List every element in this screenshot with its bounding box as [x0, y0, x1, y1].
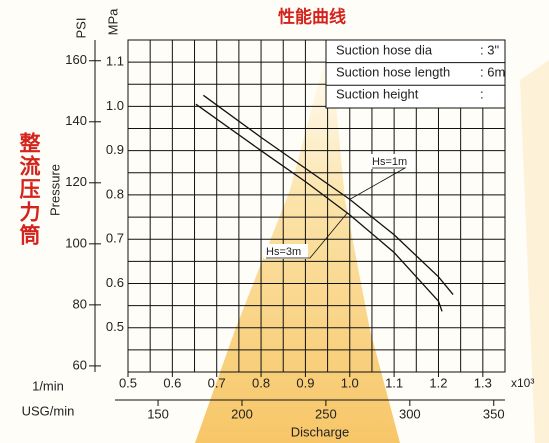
x-tick-label: 1.3	[474, 375, 492, 390]
y-label: Pressure	[47, 164, 62, 216]
y-tick-label: 0.9	[106, 142, 124, 157]
info-value: :	[480, 86, 484, 101]
x-tick-label: 1.0	[341, 375, 359, 390]
x-tick-label: 0.7	[208, 375, 226, 390]
y2-tick-label: 120	[65, 174, 87, 189]
y-tick-label: 0.7	[106, 231, 124, 246]
y2-unit: PSI	[73, 18, 88, 39]
chart: Hs=1m Hs=3m 性能曲线 PSI MPa Pressure 1/min U…	[0, 0, 549, 443]
y2-tick-label: 140	[65, 113, 87, 128]
y2-tick-label: 80	[73, 296, 87, 311]
y-tick-label: 0.5	[106, 319, 124, 334]
info-label: Suction hose length	[336, 64, 450, 79]
info-label: Suction height	[336, 86, 419, 101]
x2-tick-label: 250	[315, 406, 337, 421]
y-tick-label: 1.1	[106, 54, 124, 69]
x-tick-label: 0.6	[163, 375, 181, 390]
page: Hs=1m Hs=3m 性能曲线 PSI MPa Pressure 1/min U…	[0, 0, 549, 443]
y-tick-label: 1.0	[106, 98, 124, 113]
info-value: : 3"	[480, 42, 499, 57]
curve-label: Hs=3m	[266, 246, 301, 258]
x2-tick-label: 300	[399, 406, 421, 421]
x2-tick-label: 200	[231, 406, 253, 421]
y-tick-label: 0.6	[106, 275, 124, 290]
chart-title: 性能曲线	[278, 6, 346, 26]
y-unit: MPa	[105, 8, 120, 36]
x-unit: 1/min	[32, 378, 64, 393]
y2-tick-label: 60	[73, 357, 87, 372]
curve-label: Hs=1m	[372, 156, 407, 168]
y-tick-label: 0.8	[106, 186, 124, 201]
x-tick-label: 0.9	[296, 375, 314, 390]
y2-tick-label: 100	[65, 235, 87, 250]
x-label: Discharge	[291, 424, 350, 439]
x-multiplier: x10³	[511, 376, 534, 390]
x2-tick-label: 150	[147, 406, 169, 421]
x-tick-label: 0.5	[119, 375, 137, 390]
x2-tick-label: 350	[483, 406, 505, 421]
x-tick-label: 1.1	[385, 375, 403, 390]
info-value: : 6m	[480, 64, 505, 79]
x2-unit: USG/min	[22, 403, 75, 418]
x-tick-label: 1.2	[429, 375, 447, 390]
info-label: Suction hose dia	[336, 42, 433, 57]
x-tick-label: 0.8	[252, 375, 270, 390]
y2-tick-label: 160	[65, 52, 87, 67]
side-title: 整流压力筒	[14, 132, 44, 247]
